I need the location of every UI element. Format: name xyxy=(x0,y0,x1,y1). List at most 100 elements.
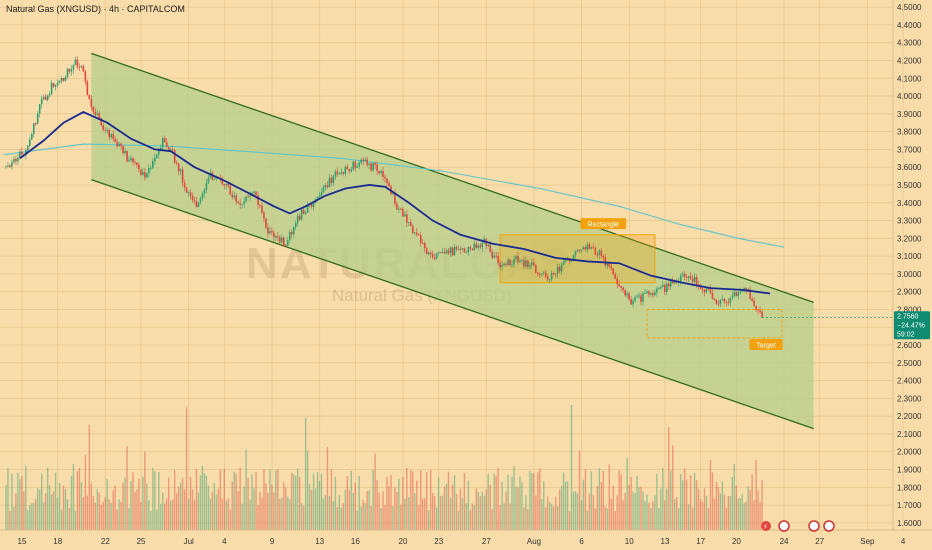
candle-body xyxy=(739,291,742,293)
volume-bar xyxy=(731,476,733,530)
volume-bar xyxy=(699,498,702,530)
volume-bar xyxy=(279,498,281,530)
candle-body xyxy=(616,278,618,285)
volume-bar xyxy=(749,490,751,530)
candle-body xyxy=(415,232,418,235)
volume-bar xyxy=(376,480,378,530)
volume-bar xyxy=(578,450,581,530)
volume-bar xyxy=(116,509,118,530)
candle-body xyxy=(713,298,716,300)
annotation-labels: Rectangle Target xyxy=(580,218,783,351)
candle-body xyxy=(21,151,23,155)
us-flag-icon[interactable] xyxy=(808,520,820,532)
volume-bar xyxy=(610,498,612,530)
volume-bar xyxy=(259,491,261,530)
volume-bar xyxy=(469,510,472,530)
volume-bar xyxy=(130,480,132,530)
volume-bar xyxy=(310,490,313,530)
price-tick-label: 2.2000 xyxy=(897,412,922,421)
candle-body xyxy=(130,158,132,160)
candle-body xyxy=(658,288,660,290)
rectangle-zone[interactable] xyxy=(499,234,656,284)
volume-bar xyxy=(687,504,690,530)
volume-bar xyxy=(291,472,293,530)
candle-body xyxy=(241,204,243,205)
candle-body xyxy=(560,264,563,272)
candle-body xyxy=(755,305,757,310)
annotation-label-box[interactable] xyxy=(749,339,783,351)
candle-body xyxy=(681,273,684,276)
candle-body xyxy=(288,231,291,241)
candle-body xyxy=(630,299,632,305)
candle-body xyxy=(666,283,668,293)
volume-bar xyxy=(213,482,216,530)
volume-bar xyxy=(201,465,204,530)
volume-bar xyxy=(322,498,325,530)
candle-body xyxy=(598,250,601,255)
time-tick-label: 22 xyxy=(101,537,110,546)
channel-lower-line[interactable] xyxy=(91,179,814,430)
candle-body xyxy=(60,78,63,81)
event-markers[interactable]: ⚡ xyxy=(761,520,835,532)
time-axis[interactable]: 15 18 22 25 Jul 4 9 13 16 20 23 27 Aug 6 10 13 17 20 24 27 S… xyxy=(18,537,906,546)
candle-body xyxy=(725,301,728,303)
volume-bar xyxy=(703,488,706,530)
volume-bar xyxy=(715,481,718,530)
candle-body xyxy=(36,113,39,124)
volume-bar xyxy=(227,498,229,530)
candle-body xyxy=(368,163,370,165)
volume-bar xyxy=(297,468,299,530)
candle-body xyxy=(570,260,573,262)
volume-bar xyxy=(314,488,317,530)
volume-bar xyxy=(487,473,489,530)
target-zone[interactable] xyxy=(646,308,783,339)
volume-bar xyxy=(13,506,15,530)
volume-bar xyxy=(245,449,247,530)
candle-body xyxy=(519,260,521,263)
us-flag-icon[interactable] xyxy=(823,520,835,532)
candle-body xyxy=(481,242,484,248)
volume-bar xyxy=(144,451,146,530)
price-axis[interactable]: 4.5000 4.4000 4.3000 4.2000 4.1000 4.0000 3.90… xyxy=(897,3,922,528)
candle-body xyxy=(13,158,15,163)
channel-upper-line[interactable] xyxy=(91,52,814,303)
volume-bar xyxy=(187,498,190,530)
descending-channel[interactable] xyxy=(91,53,814,429)
volume-bar xyxy=(471,503,474,530)
candle-body xyxy=(542,272,545,274)
volume-bar xyxy=(82,497,85,530)
candle-body xyxy=(457,248,460,250)
candle-body xyxy=(283,237,285,246)
volume-bar xyxy=(142,476,144,530)
us-flag-icon[interactable] xyxy=(778,520,790,532)
candle-body xyxy=(384,176,386,179)
volume-bar xyxy=(338,495,341,530)
annotation-label-box[interactable] xyxy=(580,218,627,230)
volume-bar xyxy=(94,502,96,530)
time-tick-label: 4 xyxy=(222,537,227,546)
volume-bar xyxy=(195,469,198,530)
volume-bar xyxy=(678,507,680,530)
volume-bar xyxy=(556,506,559,530)
volume-bar xyxy=(342,503,345,530)
volume-bar xyxy=(418,505,420,530)
lightning-icon[interactable] xyxy=(761,521,771,531)
volume-bar xyxy=(747,486,749,530)
candle-body xyxy=(439,252,442,253)
volume-bar xyxy=(453,475,456,530)
candle-body xyxy=(380,170,382,174)
candle-body xyxy=(17,157,19,162)
candle-body xyxy=(328,177,331,188)
candle-body xyxy=(590,247,593,249)
candle-body xyxy=(723,298,726,302)
volume-bar xyxy=(461,497,464,530)
volume-bar xyxy=(507,474,509,530)
candle-body xyxy=(513,258,515,265)
volume-bar xyxy=(521,482,523,530)
volume-bar xyxy=(223,468,225,530)
time-tick-label: 10 xyxy=(625,537,634,546)
volume-bar xyxy=(171,499,174,530)
volume-bar xyxy=(427,510,430,530)
volume-bar xyxy=(658,507,660,530)
